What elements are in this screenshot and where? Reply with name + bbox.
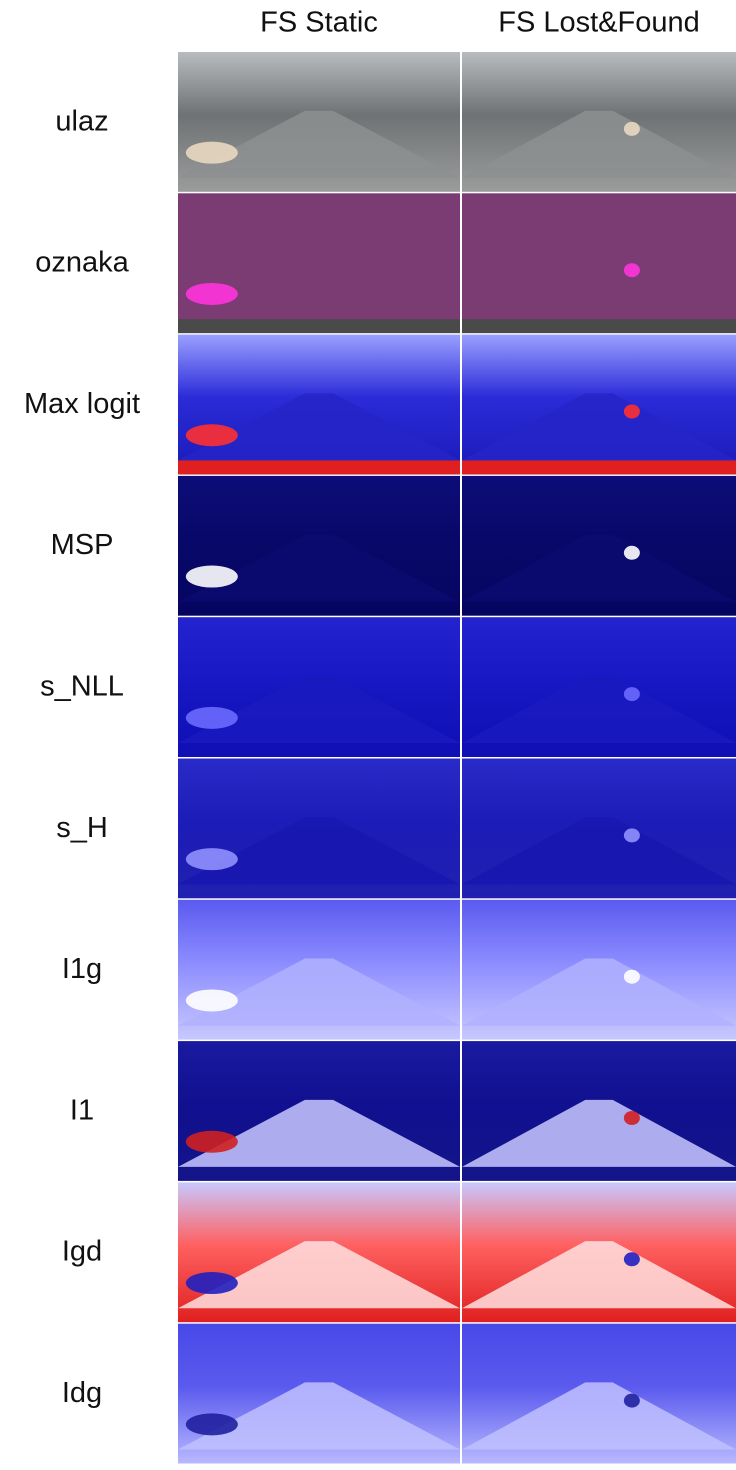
image-cell: [178, 758, 460, 899]
road: [178, 1099, 460, 1167]
row-label: I1: [70, 1094, 94, 1126]
image-cell: [462, 758, 736, 899]
image-cell: [178, 475, 460, 616]
image-cell: [178, 193, 460, 334]
image-cell: [178, 334, 460, 475]
image-cell: [462, 617, 736, 757]
road: [462, 817, 736, 885]
image-cell: [178, 617, 460, 757]
image-cell: [462, 1182, 736, 1323]
object-blob: [185, 1272, 238, 1295]
object-blob: [185, 282, 238, 305]
object-blob: [185, 565, 238, 588]
object-blob: [185, 706, 238, 729]
object-blob: [623, 1252, 640, 1267]
object-blob: [623, 828, 640, 843]
image-cell: [178, 1182, 460, 1323]
hood-strip: [178, 460, 460, 475]
row-label: s_H: [56, 812, 108, 844]
image-cell: [462, 899, 736, 1040]
road: [178, 1382, 460, 1450]
object-blob: [623, 969, 640, 984]
row-label: I1g: [62, 953, 102, 985]
row-label: s_NLL: [40, 671, 124, 703]
object-blob: [185, 141, 238, 164]
hood-strip: [462, 319, 736, 334]
road: [462, 958, 736, 1026]
object-blob: [185, 989, 238, 1012]
road: [462, 534, 736, 602]
road: [462, 1382, 736, 1450]
road: [178, 675, 460, 744]
row-label: Idg: [62, 1377, 102, 1409]
image-cell: [178, 52, 460, 192]
row-label: MSP: [51, 529, 114, 561]
image-cell: [178, 899, 460, 1040]
object-blob: [623, 404, 640, 419]
image-cell: [462, 193, 736, 334]
object-blob: [623, 1393, 640, 1408]
row-label: ulaz: [55, 105, 108, 137]
object-blob: [185, 1413, 238, 1436]
object-blob: [623, 263, 640, 278]
image-cell: [178, 1323, 460, 1464]
road: [178, 534, 460, 602]
column-header: FS Static: [260, 7, 378, 39]
road: [462, 252, 736, 320]
object-blob: [185, 424, 238, 447]
row-label: Igd: [62, 1236, 102, 1268]
image-cell: [462, 52, 736, 192]
column-header: FS Lost&Found: [498, 7, 700, 39]
road: [462, 110, 736, 178]
image-cell: [462, 1323, 736, 1464]
image-cell: [462, 334, 736, 475]
road: [178, 393, 460, 461]
road: [178, 1241, 460, 1309]
road: [178, 110, 460, 178]
road: [178, 817, 460, 885]
image-cell: [178, 1041, 460, 1181]
object-blob: [623, 545, 640, 560]
row-label: oznaka: [35, 247, 129, 279]
road: [462, 393, 736, 461]
hood-strip: [178, 319, 460, 334]
object-blob: [185, 848, 238, 871]
road: [178, 252, 460, 320]
object-blob: [185, 1130, 238, 1153]
hood-strip: [462, 460, 736, 475]
road: [462, 1241, 736, 1309]
object-blob: [623, 121, 640, 136]
road: [462, 1099, 736, 1167]
image-cell: [462, 1041, 736, 1181]
object-blob: [623, 687, 640, 702]
row-label: Max logit: [24, 388, 140, 420]
image-cell: [462, 475, 736, 616]
object-blob: [623, 1110, 640, 1125]
road: [178, 958, 460, 1026]
road: [462, 675, 736, 744]
